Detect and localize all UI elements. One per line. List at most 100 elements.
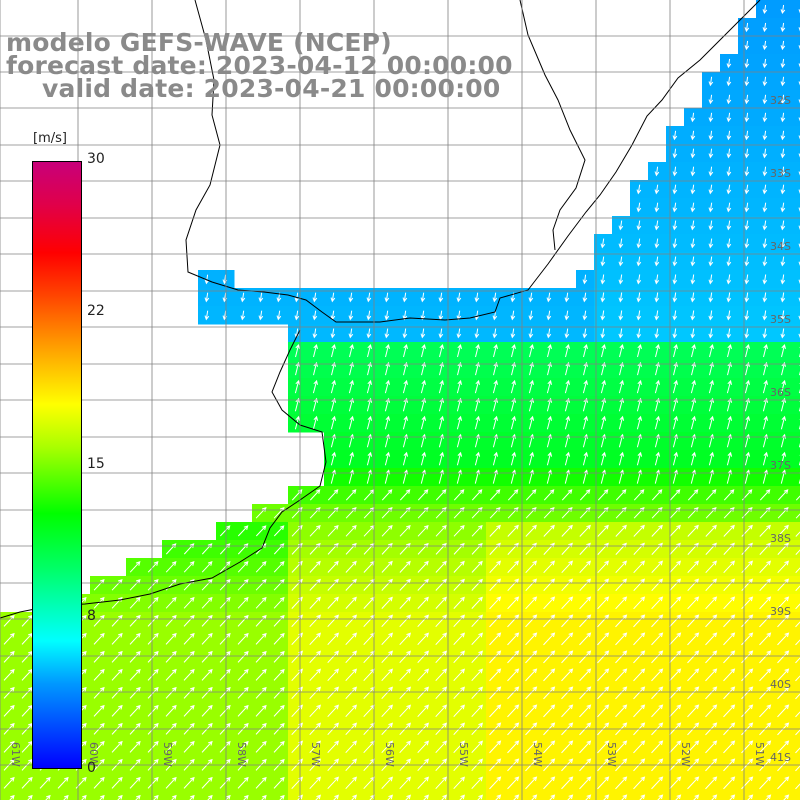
- wind-arrow: [345, 614, 358, 628]
- wind-speed-cell: [558, 792, 577, 800]
- wind-arrow: [402, 310, 408, 321]
- wind-arrow: [111, 740, 123, 753]
- wind-arrow: [543, 740, 556, 754]
- wind-arrow: [403, 361, 408, 376]
- wind-arrow: [93, 668, 105, 681]
- wind-arrow: [615, 578, 627, 592]
- wind-arrow: [651, 578, 663, 592]
- wind-arrow: [237, 632, 249, 645]
- wind-arrow: [798, 315, 800, 321]
- wind-arrow: [183, 704, 195, 717]
- wind-arrow: [219, 596, 231, 609]
- wind-arrow: [705, 740, 718, 754]
- lat-label: 39S: [770, 605, 791, 618]
- wind-arrow: [417, 560, 429, 573]
- wind-arrow: [147, 614, 159, 627]
- wind-arrow: [327, 614, 340, 628]
- wind-arrow: [669, 686, 682, 700]
- wind-arrow: [330, 328, 336, 339]
- wind-arrow: [567, 794, 574, 800]
- wind-arrow: [219, 525, 231, 537]
- wind-arrow: [456, 328, 462, 339]
- wind-arrow: [795, 693, 800, 700]
- wind-arrow: [798, 279, 800, 285]
- wind-arrow: [240, 310, 246, 321]
- wind-arrow: [687, 668, 700, 682]
- wind-arrow: [780, 94, 786, 105]
- wind-arrow: [762, 451, 769, 466]
- wind-arrow: [675, 794, 682, 800]
- wind-arrow: [726, 397, 733, 412]
- wind-arrow: [309, 740, 322, 754]
- wind-arrow: [798, 99, 800, 104]
- wind-speed-cell: [792, 18, 800, 37]
- wind-arrow: [345, 668, 358, 682]
- wind-arrow: [777, 668, 790, 682]
- wind-arrow: [313, 343, 318, 358]
- wind-arrow: [564, 328, 570, 339]
- wind-arrow: [471, 668, 484, 682]
- wind-arrow: [489, 578, 501, 592]
- wind-arrow: [600, 379, 606, 394]
- wind-arrow: [780, 397, 787, 412]
- wind-arrow: [543, 524, 555, 537]
- wind-speed-cell: [792, 486, 800, 505]
- wind-arrow: [693, 794, 700, 800]
- wind-arrow: [511, 343, 516, 358]
- wind-arrow: [417, 740, 430, 754]
- wind-arrow: [654, 310, 660, 321]
- wind-arrow: [726, 310, 732, 321]
- wind-arrow: [762, 292, 768, 303]
- wind-arrow: [294, 310, 300, 321]
- wind-arrow: [744, 94, 750, 105]
- wind-speed-cell: [792, 702, 800, 721]
- wind-arrow: [273, 776, 285, 789]
- wind-speed-cell: [162, 792, 181, 800]
- wind-arrow: [453, 740, 466, 754]
- wind-arrow: [384, 451, 391, 466]
- wind-arrow: [618, 238, 624, 249]
- wind-arrow: [507, 740, 520, 754]
- wind-arrow: [726, 76, 732, 87]
- wind-arrow: [744, 310, 750, 321]
- wind-arrow: [384, 292, 390, 303]
- wind-speed-cell: [792, 540, 800, 559]
- wind-arrow: [744, 238, 750, 249]
- lat-label: 34S: [770, 240, 791, 253]
- wind-speed-cell: [792, 162, 800, 181]
- wind-arrow: [381, 596, 393, 609]
- wind-speed-cell: [360, 792, 379, 800]
- wind-arrow: [561, 776, 574, 790]
- wind-arrow: [798, 27, 800, 32]
- wind-arrow: [546, 328, 552, 339]
- wind-arrow: [726, 58, 732, 69]
- wind-arrow: [507, 632, 520, 646]
- wind-arrow: [744, 451, 751, 466]
- wind-arrow: [147, 668, 159, 681]
- colorbar-tick-label: 8: [87, 608, 96, 624]
- wind-arrow: [438, 451, 445, 466]
- wind-arrow: [399, 560, 411, 573]
- wind-speed-cell: [414, 792, 433, 800]
- wind-arrow: [348, 379, 354, 394]
- wind-arrow: [273, 579, 285, 591]
- wind-arrow: [417, 596, 429, 609]
- wind-arrow: [507, 776, 520, 790]
- wind-arrow: [237, 686, 249, 699]
- wind-arrow: [492, 415, 499, 430]
- wind-arrow: [129, 561, 141, 573]
- wind-arrow: [525, 596, 538, 610]
- wind-speed-cell: [270, 792, 289, 800]
- wind-arrow: [381, 578, 393, 591]
- wind-speed-cell: [252, 792, 271, 800]
- wind-arrow: [729, 794, 736, 800]
- wind-arrow: [798, 153, 800, 158]
- wind-arrow: [546, 397, 553, 412]
- wind-arrow: [672, 238, 678, 249]
- wind-speed-cell: [108, 792, 127, 800]
- wind-arrow: [439, 343, 444, 358]
- wind-speed-cell: [684, 792, 703, 800]
- wind-arrow: [183, 668, 195, 681]
- wind-arrow: [690, 397, 697, 412]
